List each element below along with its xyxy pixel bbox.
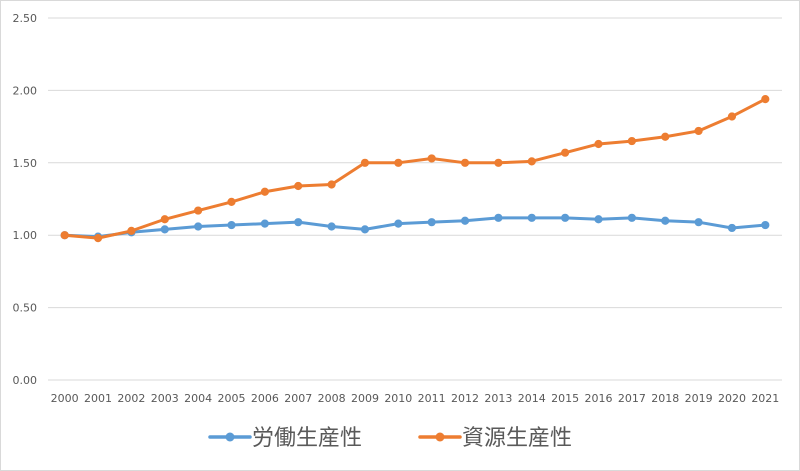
y-axis: 0.00 0.50 1.00 1.50 2.00 2.50 [13,12,38,387]
data-point [360,158,370,167]
data-point [627,213,636,222]
data-point [360,225,370,234]
x-tick-label: 2011 [418,392,446,405]
x-axis: 2000 2001 2002 2003 2004 2005 2006 2007 2008 2009… [51,392,780,405]
data-point [294,218,303,227]
y-tick-label: 1.50 [13,157,38,170]
x-tick-label: 2004 [184,392,212,405]
legend-item-1: 労働生産性 [208,426,362,451]
data-point [727,223,737,233]
data-point [460,216,470,225]
data-point [327,222,336,231]
data-point [194,206,203,215]
legend-item-2: 資源生産性 [418,426,572,451]
data-point [160,225,169,234]
data-point [761,220,770,230]
x-tick-label: 2013 [484,392,512,405]
x-tick-label: 2012 [451,392,479,405]
data-point [227,220,236,230]
x-tick-label: 2007 [284,392,312,405]
legend: 労働生産性 資源生産性 [208,426,572,451]
data-point [661,216,670,225]
x-tick-label: 2001 [84,392,112,405]
x-tick-label: 2014 [518,392,546,405]
data-point [460,158,470,167]
data-point [294,181,303,191]
legend-label: 労働生産性 [252,426,362,451]
series-group [60,94,770,243]
data-point [561,213,570,222]
x-tick-label: 2015 [551,392,579,405]
data-point [227,197,236,206]
data-point [594,139,603,149]
legend-label: 資源生産性 [462,426,572,451]
x-tick-label: 2017 [618,392,646,405]
x-tick-label: 2020 [718,392,746,405]
data-point [394,219,403,228]
y-tick-label: 0.50 [13,302,38,315]
data-point [594,215,603,224]
data-point [427,218,436,227]
data-point [93,233,103,243]
data-point [727,112,737,121]
gridlines [48,17,782,381]
x-tick-label: 2016 [585,392,613,405]
x-tick-label: 2006 [251,392,279,405]
data-point [627,136,636,146]
y-tick-label: 0.00 [13,374,38,387]
x-tick-label: 2008 [318,392,346,405]
data-point [694,126,703,136]
data-point [60,231,69,240]
legend-marker [225,432,235,442]
data-point [394,158,403,167]
data-point [494,213,503,222]
x-tick-label: 2021 [751,392,779,405]
data-point [160,215,169,224]
x-tick-label: 2009 [351,392,379,405]
data-point [194,222,203,231]
y-tick-label: 2.00 [13,84,38,97]
data-point [527,213,536,222]
series-line [63,216,767,239]
data-point [694,218,703,227]
x-tick-label: 2002 [117,392,145,405]
data-point [260,219,269,228]
data-point [661,132,670,141]
series-2 [60,94,770,243]
series-line [63,97,767,240]
y-tick-label: 1.00 [13,229,38,242]
x-tick-label: 2019 [685,392,713,405]
x-tick-label: 2005 [218,392,246,405]
y-tick-label: 2.50 [13,12,38,25]
data-point [527,157,536,166]
x-tick-label: 2010 [384,392,412,405]
x-tick-label: 2000 [51,392,79,405]
legend-marker [435,432,445,442]
data-point [127,226,136,235]
data-point [561,148,570,157]
data-point [260,187,269,196]
x-tick-label: 2018 [651,392,679,405]
data-point [494,158,503,167]
data-point [327,180,336,189]
x-tick-label: 2003 [151,392,179,405]
data-point [761,94,770,104]
data-point [427,154,436,163]
